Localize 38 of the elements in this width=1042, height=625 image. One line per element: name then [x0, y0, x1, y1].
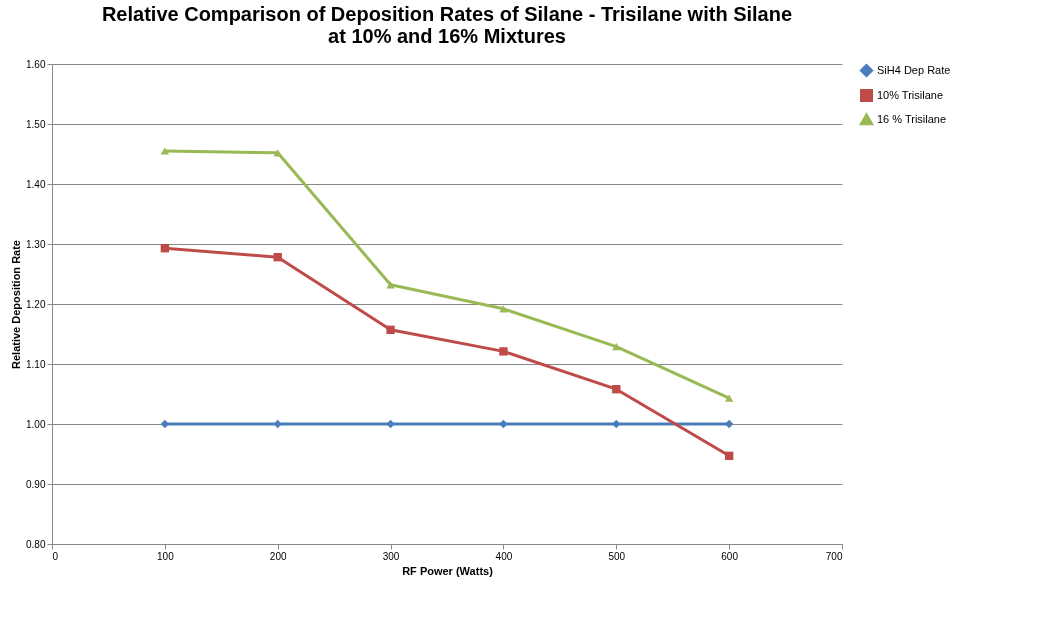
x-axis-title: RF Power (Watts) [402, 564, 494, 577]
point [499, 347, 508, 356]
x-tick-label: 0 [52, 550, 59, 562]
point [160, 147, 170, 155]
x-tick-label: 200 [269, 550, 287, 562]
x-tick-label: 300 [382, 550, 400, 562]
point [386, 281, 395, 289]
point [499, 305, 508, 313]
y-tick-label: 0.90 [26, 478, 46, 490]
point [273, 253, 282, 262]
x-tick-label: 600 [721, 550, 739, 562]
y-tick-label: 1.40 [26, 178, 46, 190]
legend-label: 16 % Trisilane [877, 112, 947, 125]
point [612, 385, 621, 394]
y-tick-label: 1.20 [26, 298, 46, 310]
legend-label: 10% Trisilane [877, 88, 944, 101]
legend-label: SiH4 Dep Rate [877, 63, 951, 76]
y-tick-label: 1.30 [26, 238, 46, 250]
point [612, 419, 621, 429]
point [273, 419, 282, 429]
y-tick-label: 1.00 [26, 418, 46, 430]
point [386, 419, 395, 429]
y-tick-label: 1.50 [26, 118, 46, 130]
x-tick-label: 400 [495, 550, 513, 562]
y-tick-label: 1.60 [26, 58, 46, 70]
x-tick-label: 100 [157, 550, 175, 562]
point [160, 244, 170, 253]
point [724, 451, 734, 460]
y-axis-title: Relative Deposition Rate [10, 240, 23, 369]
point [386, 325, 395, 334]
point [499, 419, 508, 429]
point [724, 394, 734, 402]
y-tick-label: 0.80 [26, 538, 46, 550]
point [612, 342, 621, 351]
x-tick-label: 500 [608, 550, 626, 562]
x-tick-label: 700 [825, 550, 843, 562]
y-tick-label: 1.10 [26, 358, 46, 370]
chart-title: Relative Comparison of Deposition Rates of Silane - Trisilane with Silane at 10% and 16% Mixtures [101, 3, 793, 47]
